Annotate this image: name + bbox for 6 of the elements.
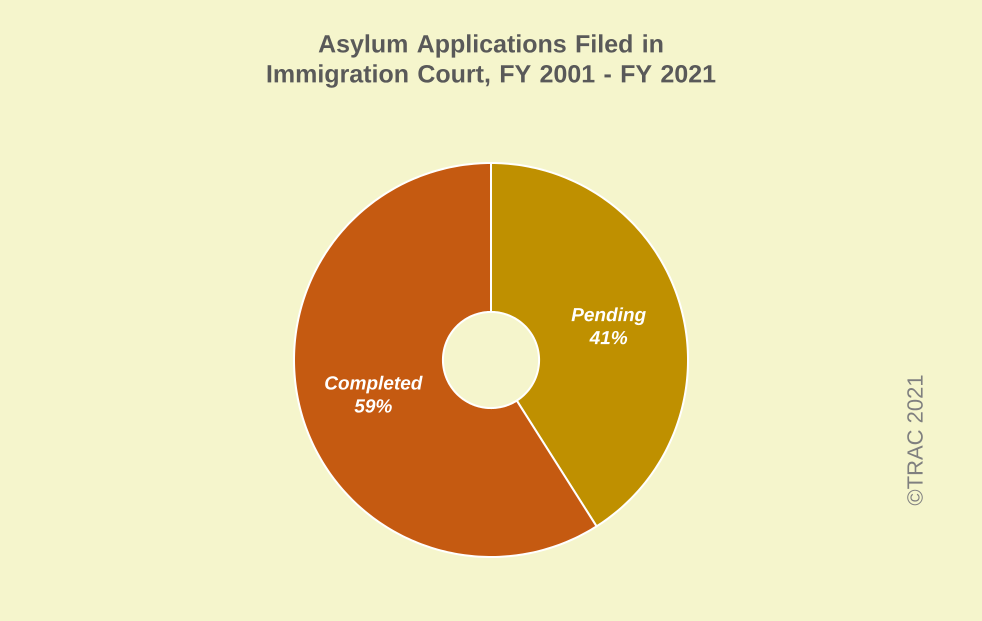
data-label: 59% (354, 399, 392, 413)
text: ©TRAC 2021 (907, 376, 923, 506)
chart-title: Asylum Applications Filed in Immigration Court, FY 2001 - FY 2021 (268, 34, 716, 88)
slice-label: Pending (572, 307, 646, 326)
data-label: 41% (589, 330, 628, 344)
slice-label: Completed (325, 376, 423, 394)
